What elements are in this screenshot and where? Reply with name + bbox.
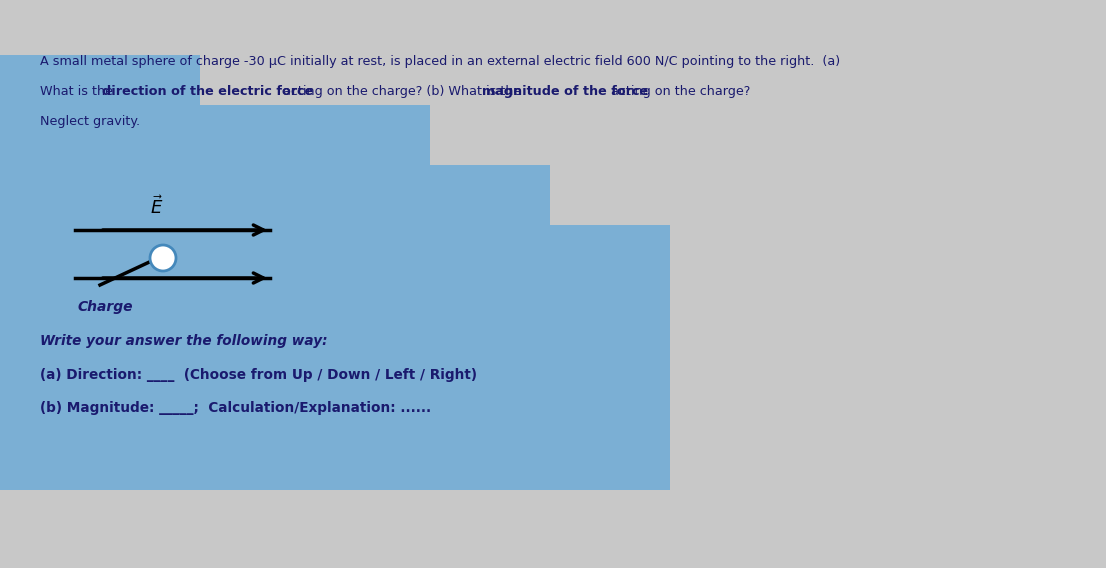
- Text: magnitude of the force: magnitude of the force: [482, 85, 648, 98]
- Text: Neglect gravity.: Neglect gravity.: [40, 115, 140, 128]
- Bar: [0, 490, 230, 568]
- Text: $\vec{E}$: $\vec{E}$: [150, 195, 164, 218]
- Bar: [670, 225, 1106, 535]
- Bar: [430, 105, 1106, 165]
- Text: A small metal sphere of charge -30 μC initially at rest, is placed in an externa: A small metal sphere of charge -30 μC in…: [40, 55, 841, 68]
- Circle shape: [150, 245, 176, 271]
- Text: direction of the electric force: direction of the electric force: [103, 85, 314, 98]
- Text: acting on the charge?: acting on the charge?: [607, 85, 751, 98]
- Text: (a) Direction: ____  (Choose from Up / Down / Left / Right): (a) Direction: ____ (Choose from Up / Do…: [40, 368, 477, 382]
- Bar: [0, 0, 1106, 55]
- Text: (b) Magnitude: _____;  Calculation/Explanation: ......: (b) Magnitude: _____; Calculation/Explan…: [40, 401, 431, 415]
- Text: acting on the charge? (b) What is the: acting on the charge? (b) What is the: [279, 85, 525, 98]
- Text: Charge: Charge: [79, 300, 134, 314]
- Bar: [230, 490, 1106, 568]
- Text: Write your answer the following way:: Write your answer the following way:: [40, 334, 327, 348]
- Bar: [550, 165, 1106, 225]
- Text: What is the: What is the: [40, 85, 117, 98]
- Bar: [200, 55, 1106, 105]
